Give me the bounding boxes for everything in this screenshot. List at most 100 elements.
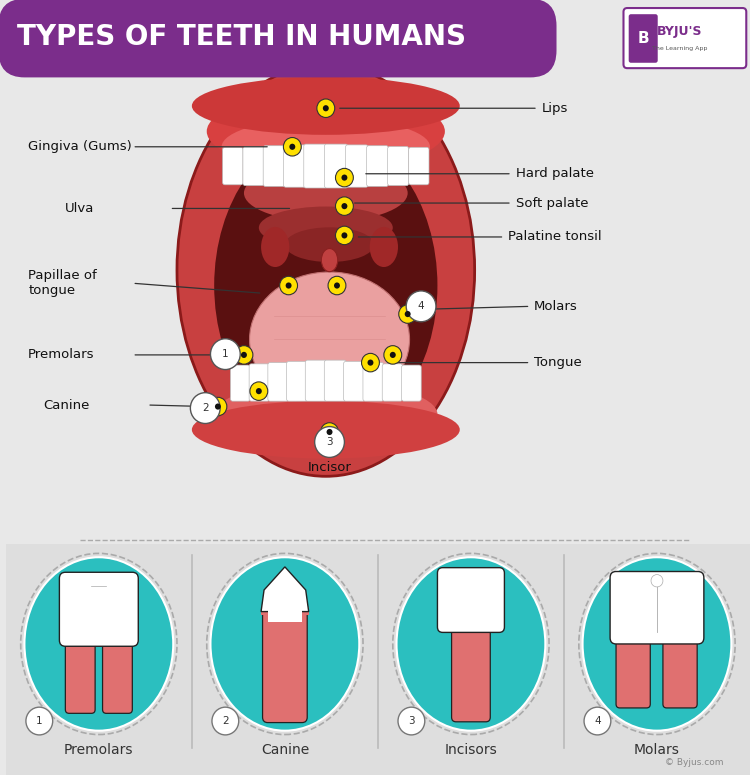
Text: 1: 1 (222, 349, 229, 359)
Circle shape (190, 393, 220, 423)
FancyBboxPatch shape (437, 567, 505, 632)
FancyBboxPatch shape (401, 365, 422, 401)
Circle shape (286, 282, 292, 288)
Text: Incisor: Incisor (308, 460, 352, 474)
FancyBboxPatch shape (346, 145, 368, 188)
Circle shape (235, 346, 253, 364)
Text: © Byjus.com: © Byjus.com (665, 758, 724, 767)
Circle shape (326, 429, 332, 435)
Text: Molars: Molars (634, 743, 680, 757)
FancyBboxPatch shape (0, 0, 556, 78)
FancyBboxPatch shape (304, 144, 327, 188)
Ellipse shape (192, 77, 460, 135)
Ellipse shape (244, 164, 408, 222)
Text: Canine: Canine (43, 398, 89, 412)
Circle shape (211, 339, 240, 370)
Circle shape (362, 353, 380, 372)
Circle shape (250, 382, 268, 401)
Ellipse shape (370, 227, 398, 267)
Text: 1: 1 (36, 716, 43, 726)
Text: 2: 2 (222, 716, 229, 726)
Circle shape (399, 305, 416, 323)
Circle shape (334, 282, 340, 288)
Circle shape (335, 168, 353, 187)
Text: Ulva: Ulva (65, 202, 94, 215)
FancyBboxPatch shape (388, 146, 409, 185)
FancyBboxPatch shape (367, 146, 388, 187)
FancyBboxPatch shape (249, 363, 269, 401)
Ellipse shape (25, 557, 173, 731)
Circle shape (341, 232, 347, 239)
Bar (442, 618, 500, 629)
Ellipse shape (583, 557, 731, 731)
FancyBboxPatch shape (103, 632, 132, 713)
Circle shape (215, 404, 221, 410)
Text: Incisors: Incisors (445, 743, 497, 757)
FancyBboxPatch shape (286, 361, 308, 401)
FancyBboxPatch shape (230, 365, 250, 401)
FancyBboxPatch shape (663, 631, 698, 708)
FancyBboxPatch shape (610, 571, 704, 644)
Ellipse shape (250, 272, 410, 407)
Circle shape (406, 291, 436, 322)
Ellipse shape (321, 249, 338, 272)
Circle shape (341, 174, 347, 181)
FancyBboxPatch shape (65, 632, 95, 713)
Circle shape (368, 360, 374, 366)
FancyBboxPatch shape (268, 363, 289, 401)
Text: Palatine tonsil: Palatine tonsil (509, 230, 602, 243)
Text: 3: 3 (326, 437, 333, 447)
Text: Canine: Canine (261, 743, 309, 757)
Text: 2: 2 (202, 403, 208, 413)
FancyBboxPatch shape (243, 146, 264, 185)
Ellipse shape (285, 227, 374, 262)
FancyBboxPatch shape (6, 544, 750, 775)
Circle shape (290, 143, 296, 150)
FancyBboxPatch shape (262, 600, 308, 722)
Ellipse shape (214, 132, 437, 439)
FancyBboxPatch shape (223, 147, 243, 184)
Ellipse shape (397, 557, 545, 731)
FancyBboxPatch shape (325, 144, 348, 188)
Circle shape (341, 203, 347, 209)
Circle shape (384, 346, 402, 364)
Circle shape (335, 226, 353, 245)
Ellipse shape (214, 381, 437, 447)
Circle shape (584, 707, 610, 735)
Circle shape (315, 426, 344, 457)
Circle shape (317, 99, 334, 118)
Circle shape (405, 311, 411, 317)
FancyBboxPatch shape (284, 145, 306, 188)
Ellipse shape (211, 557, 359, 731)
Text: Gingiva (Gums): Gingiva (Gums) (28, 140, 132, 153)
FancyBboxPatch shape (363, 363, 384, 401)
Ellipse shape (259, 206, 393, 249)
Ellipse shape (261, 227, 290, 267)
Ellipse shape (192, 401, 460, 459)
Text: Premolars: Premolars (64, 743, 134, 757)
Bar (268, 608, 302, 622)
Text: 4: 4 (418, 301, 424, 312)
Circle shape (320, 422, 338, 441)
Circle shape (398, 707, 424, 735)
FancyBboxPatch shape (623, 8, 746, 68)
Circle shape (322, 105, 328, 112)
Polygon shape (261, 567, 309, 611)
Text: Tongue: Tongue (534, 356, 582, 369)
Text: 3: 3 (408, 716, 415, 726)
FancyBboxPatch shape (263, 146, 285, 187)
Circle shape (651, 574, 663, 587)
Circle shape (390, 352, 396, 358)
Circle shape (256, 388, 262, 394)
Text: The Learning App: The Learning App (652, 46, 707, 50)
Circle shape (328, 276, 346, 294)
Ellipse shape (222, 118, 430, 176)
Text: Hard palate: Hard palate (515, 167, 593, 181)
Text: Papillae of
tongue: Papillae of tongue (28, 269, 97, 298)
Circle shape (335, 197, 353, 215)
FancyBboxPatch shape (344, 361, 365, 401)
Text: B: B (638, 30, 650, 46)
Bar (616, 627, 698, 639)
Text: Molars: Molars (534, 300, 578, 313)
FancyBboxPatch shape (324, 360, 346, 401)
